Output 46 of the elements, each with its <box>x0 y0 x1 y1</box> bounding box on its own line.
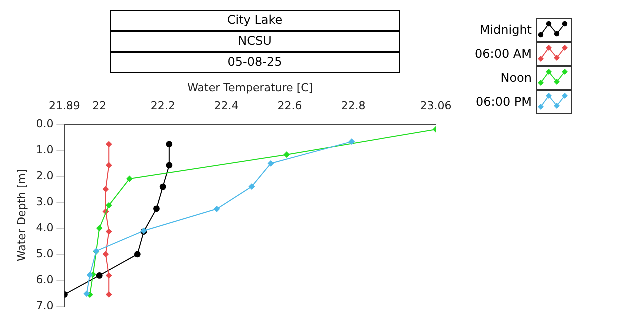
x-axis-title: Water Temperature [C] <box>188 81 314 94</box>
y-tick-label: 3.0 <box>36 195 54 208</box>
legend-label: Midnight <box>480 23 532 37</box>
x-tick-label: 22.2 <box>150 100 176 113</box>
point <box>106 202 112 209</box>
y-tick-label: 5.0 <box>36 247 54 260</box>
x-tick-label: 22.8 <box>341 100 366 113</box>
y-axis-title: Water Depth [m] <box>15 169 28 262</box>
x-tick-label: 22.4 <box>214 100 239 113</box>
point <box>214 206 220 212</box>
x-tick-label: 22.6 <box>278 100 302 113</box>
point <box>106 292 112 298</box>
y-tick-label: 7.0 <box>36 299 54 312</box>
y-tick-label: 1.0 <box>36 143 54 156</box>
point <box>166 141 173 148</box>
y-tick-label: 0.0 <box>36 117 54 130</box>
point <box>268 160 274 167</box>
point <box>86 272 94 278</box>
point <box>160 184 166 190</box>
point <box>96 272 103 279</box>
y-tick-label: 6.0 <box>36 273 54 286</box>
chart-subtitle: NCSU <box>111 30 399 51</box>
point <box>102 251 110 258</box>
point <box>134 251 141 258</box>
point <box>102 186 110 193</box>
point <box>166 162 173 169</box>
legend-label: 06:00 PM <box>476 95 532 109</box>
y-tick-label: 2.0 <box>36 169 54 182</box>
y-tick-label: 4.0 <box>36 221 54 234</box>
point <box>106 228 112 235</box>
x-tick-label: 22 <box>92 100 107 113</box>
point <box>248 184 256 190</box>
x-tick-label: 23.06 <box>420 100 452 113</box>
point <box>348 138 356 146</box>
legend-label: 06:00 AM <box>475 47 532 61</box>
point <box>106 272 112 279</box>
text: 05-08-25 <box>111 51 399 72</box>
x-tick-label: 21.89 <box>48 100 80 113</box>
point <box>96 225 103 232</box>
point <box>154 206 160 212</box>
chart-title: City Lake <box>226 12 284 29</box>
point <box>106 141 112 148</box>
point <box>106 162 112 169</box>
point <box>284 152 290 158</box>
point <box>84 290 90 298</box>
legend-label: Noon <box>500 71 532 85</box>
